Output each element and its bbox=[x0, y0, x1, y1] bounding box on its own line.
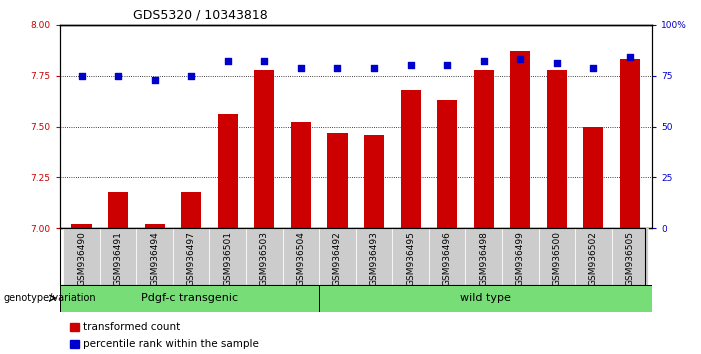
Bar bbox=[474, 69, 494, 228]
Point bbox=[551, 61, 562, 66]
Point bbox=[149, 77, 161, 82]
Text: GSM936490: GSM936490 bbox=[77, 231, 86, 286]
Text: GSM936495: GSM936495 bbox=[406, 231, 415, 286]
Bar bbox=[144, 224, 165, 228]
Bar bbox=[63, 228, 100, 285]
Text: GSM936496: GSM936496 bbox=[442, 231, 451, 286]
Point bbox=[332, 65, 343, 70]
Point bbox=[295, 65, 306, 70]
Text: GSM936502: GSM936502 bbox=[589, 231, 598, 286]
Bar bbox=[429, 228, 465, 285]
Bar bbox=[319, 228, 355, 285]
Bar bbox=[465, 228, 502, 285]
Text: GSM936492: GSM936492 bbox=[333, 231, 342, 286]
Bar bbox=[108, 192, 128, 228]
Point bbox=[186, 73, 197, 79]
Text: GSM936503: GSM936503 bbox=[260, 231, 269, 286]
Text: GSM936504: GSM936504 bbox=[297, 231, 306, 286]
Text: percentile rank within the sample: percentile rank within the sample bbox=[83, 339, 259, 349]
Bar bbox=[319, 285, 652, 312]
Bar bbox=[437, 100, 457, 228]
Text: GSM936498: GSM936498 bbox=[479, 231, 488, 286]
Point bbox=[222, 58, 233, 64]
Text: GSM936491: GSM936491 bbox=[114, 231, 123, 286]
Bar bbox=[393, 228, 429, 285]
Text: transformed count: transformed count bbox=[83, 322, 180, 332]
Bar bbox=[60, 285, 319, 312]
Point bbox=[625, 55, 636, 60]
Point bbox=[405, 63, 416, 68]
Text: GSM936500: GSM936500 bbox=[552, 231, 562, 286]
Bar bbox=[327, 133, 348, 228]
Point bbox=[112, 73, 123, 79]
Point bbox=[442, 63, 453, 68]
Text: GSM936505: GSM936505 bbox=[625, 231, 634, 286]
Bar bbox=[502, 228, 538, 285]
Text: GSM936494: GSM936494 bbox=[150, 231, 159, 286]
Point bbox=[369, 65, 380, 70]
Text: GSM936501: GSM936501 bbox=[224, 231, 232, 286]
Point bbox=[478, 58, 489, 64]
Point bbox=[76, 73, 87, 79]
Bar bbox=[510, 51, 531, 228]
Bar bbox=[246, 228, 283, 285]
Bar bbox=[181, 192, 201, 228]
Bar bbox=[355, 228, 393, 285]
Bar bbox=[612, 228, 648, 285]
Text: GSM936493: GSM936493 bbox=[369, 231, 379, 286]
Bar bbox=[291, 122, 311, 228]
Bar bbox=[575, 228, 612, 285]
Bar bbox=[173, 228, 210, 285]
Bar bbox=[583, 126, 604, 228]
Point bbox=[259, 58, 270, 64]
Text: genotype/variation: genotype/variation bbox=[4, 293, 96, 303]
Bar bbox=[283, 228, 319, 285]
Bar bbox=[218, 114, 238, 228]
Bar bbox=[620, 59, 640, 228]
Text: GDS5320 / 10343818: GDS5320 / 10343818 bbox=[133, 9, 268, 22]
Bar bbox=[254, 69, 274, 228]
Text: GSM936497: GSM936497 bbox=[186, 231, 196, 286]
Bar bbox=[210, 228, 246, 285]
Bar bbox=[72, 224, 92, 228]
Bar bbox=[547, 69, 567, 228]
Bar bbox=[538, 228, 575, 285]
Bar bbox=[137, 228, 173, 285]
Point bbox=[588, 65, 599, 70]
Bar bbox=[100, 228, 137, 285]
Bar bbox=[364, 135, 384, 228]
Bar bbox=[400, 90, 421, 228]
Text: Pdgf-c transgenic: Pdgf-c transgenic bbox=[141, 293, 238, 303]
Point bbox=[515, 57, 526, 62]
Text: wild type: wild type bbox=[460, 293, 511, 303]
Text: GSM936499: GSM936499 bbox=[516, 231, 525, 286]
